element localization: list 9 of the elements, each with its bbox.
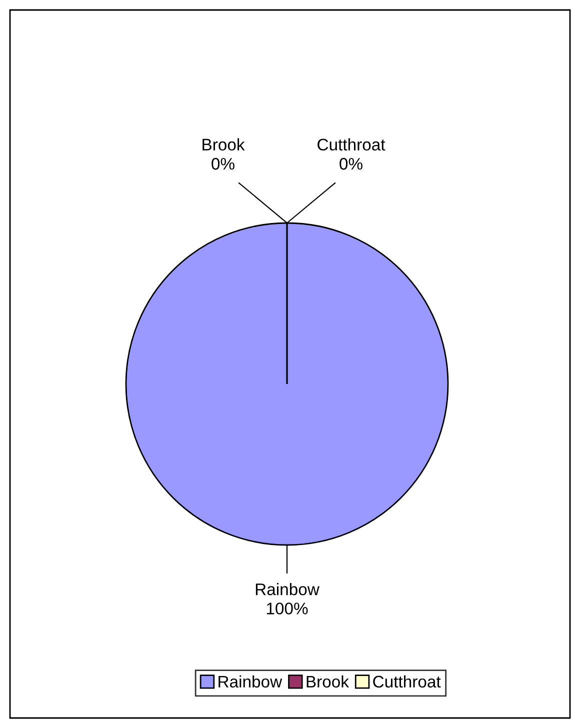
legend-label: Cutthroat xyxy=(373,675,441,688)
slice-label: Rainbow xyxy=(256,583,320,596)
category-label: Cutthroat xyxy=(318,138,386,151)
legend-label: Brook xyxy=(306,675,349,688)
category-label: Brook xyxy=(202,138,245,151)
text: 0% xyxy=(212,158,234,170)
data-label: 100% xyxy=(266,602,308,614)
legend-label: Rainbow xyxy=(218,675,282,688)
text: 0% xyxy=(340,158,362,170)
